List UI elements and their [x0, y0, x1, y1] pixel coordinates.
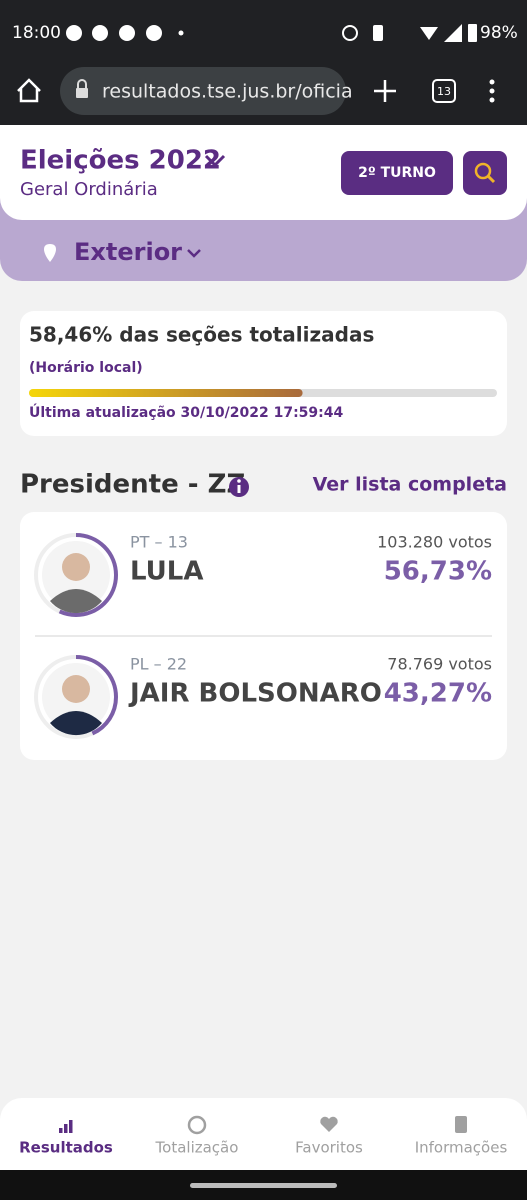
search-button[interactable]: [463, 151, 507, 195]
location-arrow[interactable]: [187, 249, 201, 258]
nav-icon: [64, 1124, 68, 1133]
photo-head: [62, 675, 90, 703]
percent: 56,73%: [384, 557, 492, 587]
election-subtitle: Geral Ordinária: [20, 179, 158, 200]
gesture-handle: [190, 1183, 337, 1188]
menu-button[interactable]: [489, 79, 495, 103]
nav-icon: [59, 1128, 63, 1133]
progress-card: [20, 311, 507, 436]
nav-icon: [187, 1115, 207, 1135]
info-dot: [237, 479, 241, 483]
pin-icon: [44, 244, 56, 262]
votes: 103.280 votos: [377, 533, 492, 552]
turn-button[interactable]: [341, 151, 453, 195]
battery-level: 98%: [480, 23, 518, 43]
notification-icons: [66, 25, 184, 41]
progress-title: 58,46% das seções totalizadas: [29, 323, 374, 347]
candidate-list: PT – 13 LULA 103.280 votos 56,73% PL – 22 JAI…: [34, 533, 492, 739]
home-button[interactable]: [17, 78, 41, 103]
candidate-name: LULA: [130, 557, 203, 587]
search-handle: [486, 174, 496, 184]
vote-share-ring: [34, 533, 118, 617]
system-icons: [342, 24, 477, 42]
percent: 43,27%: [384, 679, 492, 709]
nav-icon: [320, 1116, 338, 1132]
nav-icon: [69, 1120, 73, 1133]
party: PT – 13: [130, 533, 188, 552]
clock: 18:00: [12, 23, 61, 43]
votes: 78.769 votos: [387, 655, 492, 674]
tabs-button[interactable]: [432, 79, 456, 103]
vote-share-ring: [34, 655, 118, 739]
nav-label[interactable]: Totalização: [155, 1139, 239, 1157]
dropdown-arrow[interactable]: [204, 154, 226, 168]
nav-label[interactable]: Informações: [415, 1139, 508, 1157]
last-update: Última atualização 30/10/2022 17:59:44: [29, 403, 343, 421]
photo-body: [50, 589, 102, 614]
bottom-nav: [0, 1098, 527, 1170]
header: [0, 125, 527, 220]
nav-label[interactable]: Favoritos: [295, 1139, 363, 1157]
photo-head: [62, 553, 90, 581]
info-stem: [237, 485, 241, 493]
nav-items: Resultados Totalização Favoritos Informaçõe…: [19, 1115, 508, 1157]
lock-shackle: [77, 79, 87, 88]
lock-icon: [76, 88, 88, 98]
party: PL – 22: [130, 655, 187, 674]
candidate-name: JAIR BOLSONARO: [128, 679, 382, 709]
photo-body: [50, 711, 102, 736]
nav-icon: [455, 1116, 467, 1133]
location-name[interactable]: Exterior: [74, 238, 182, 266]
turn-label: 2º TURNO: [358, 165, 436, 181]
full-list-link[interactable]: Ver lista completa: [313, 474, 507, 496]
time-note: (Horário local): [29, 360, 143, 376]
new-tab-button[interactable]: [374, 80, 396, 102]
url[interactable]: resultados.tse.jus.br/oficia: [102, 81, 353, 103]
search-icon: [474, 162, 492, 180]
address-bar[interactable]: [60, 67, 346, 115]
progress-fill: [29, 389, 303, 397]
section-title: Presidente - ZZ: [20, 470, 245, 500]
tab-count: 13: [437, 85, 451, 98]
election-title[interactable]: Eleições 2022: [20, 146, 221, 176]
nav-label[interactable]: Resultados: [19, 1139, 113, 1157]
